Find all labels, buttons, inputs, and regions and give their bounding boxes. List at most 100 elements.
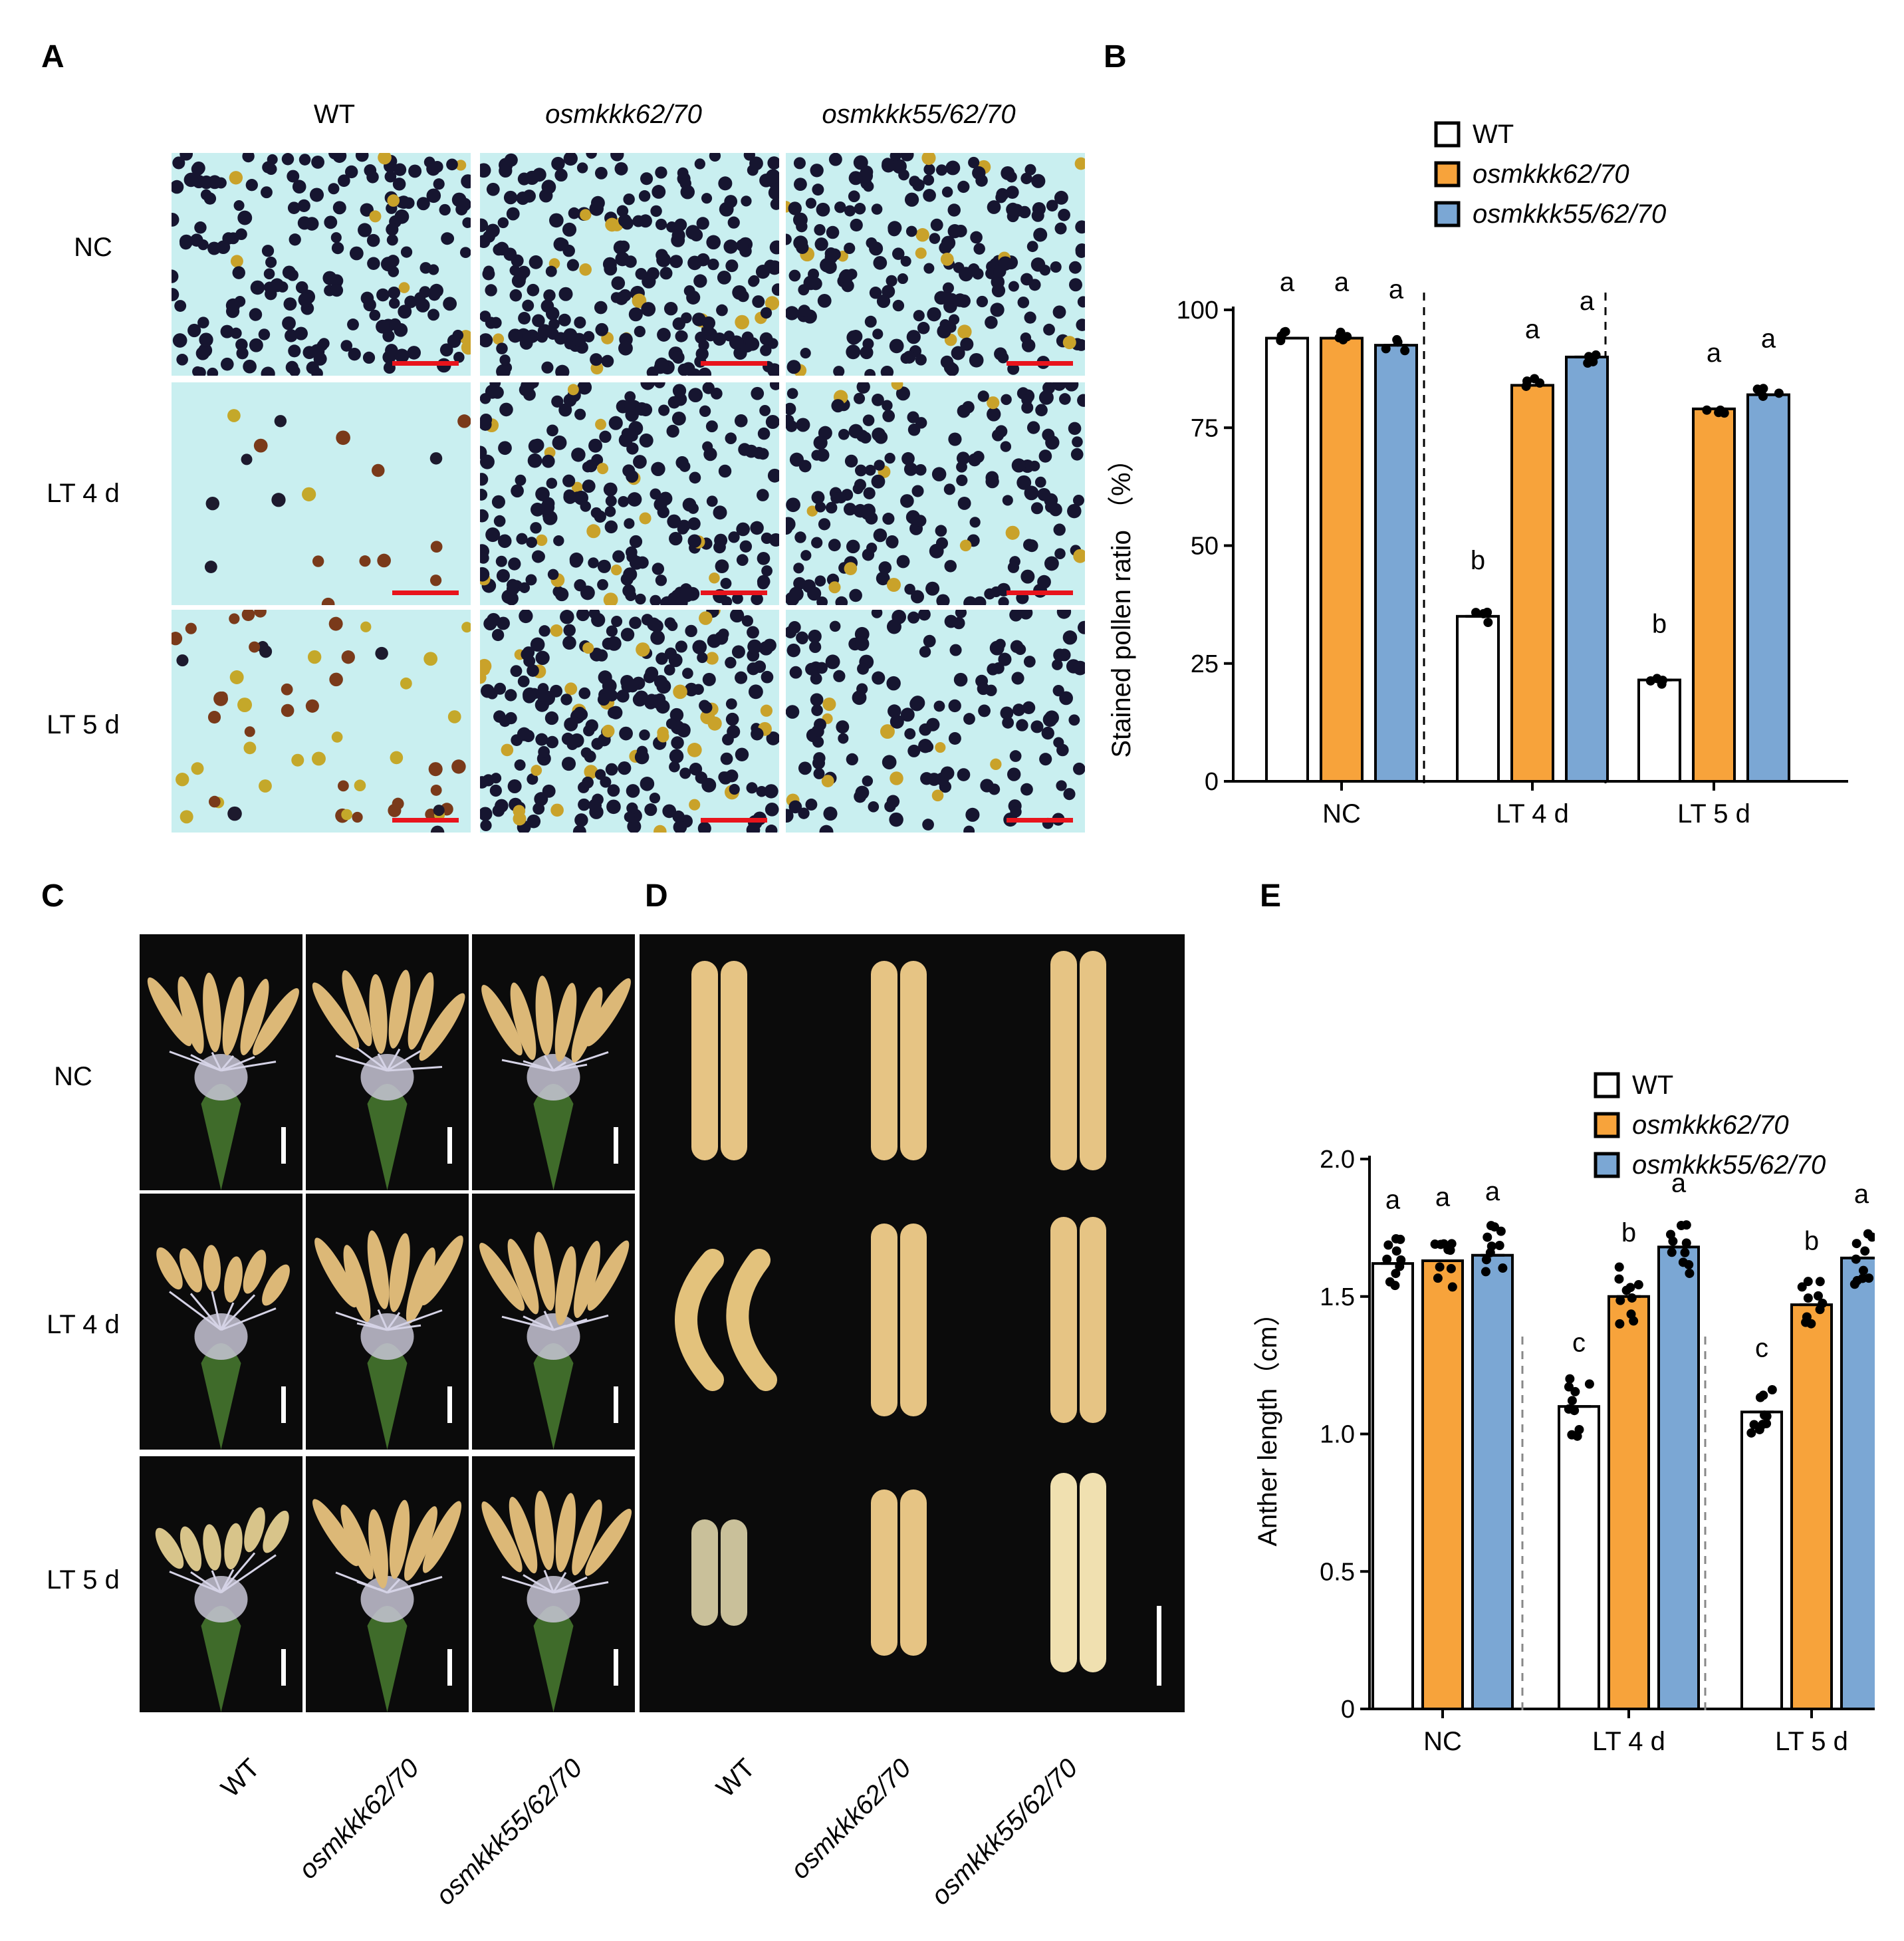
pollen-grain: [814, 501, 826, 513]
pollen-grain: [1010, 640, 1024, 654]
pollen-grain: [1064, 382, 1079, 392]
pollen-grain: [615, 251, 630, 267]
pollen-grain: [382, 330, 395, 342]
pollen-grain: [1020, 332, 1032, 344]
pollen-grain: [398, 282, 410, 293]
pollen-grain: [341, 809, 352, 821]
pollen-grain: [1037, 487, 1051, 501]
pollen-grain: [624, 518, 635, 529]
pollen-grain: [199, 175, 213, 190]
bar: [1374, 344, 1418, 783]
pollen-grain: [305, 699, 319, 713]
pollen-grain: [1068, 261, 1082, 274]
pollen-grain: [602, 257, 617, 271]
significance-letter: a: [1671, 1169, 1687, 1198]
pollen-grain: [844, 562, 858, 575]
pollen-grain: [846, 539, 860, 554]
pollen-grain: [525, 574, 537, 586]
pollen-grain: [816, 596, 828, 605]
pollen-grain: [605, 763, 618, 776]
pollen-grain: [1037, 575, 1051, 589]
pollen-grain: [271, 493, 286, 507]
flower-base: [367, 1084, 408, 1190]
data-point: [1435, 1262, 1445, 1272]
pollen-grain: [602, 637, 614, 650]
pollen-grain: [1059, 691, 1073, 706]
pollen-grain: [629, 616, 642, 629]
pollen-grain: [576, 162, 588, 174]
pollen-grain: [869, 287, 882, 299]
legend-swatch: [1594, 1072, 1620, 1099]
bar: [1320, 336, 1364, 783]
filament: [552, 1571, 567, 1593]
pollen-grain: [546, 424, 558, 437]
anther-lobe: [871, 1489, 897, 1656]
pollen-grain: [713, 505, 727, 520]
pollen-grain: [880, 724, 895, 739]
pollen-grain: [382, 350, 396, 364]
pollen-grain: [672, 317, 685, 330]
pollen-grain: [369, 210, 382, 223]
pollen-grain: [620, 217, 634, 230]
pollen-grain: [560, 610, 574, 624]
pollen-grain: [747, 626, 759, 639]
pollen-grain: [579, 263, 592, 276]
pollen-grain: [521, 648, 533, 661]
pollen-grain: [788, 586, 804, 602]
x-tick-label: LT 4 d: [1592, 1727, 1665, 1756]
pollen-grain: [871, 474, 886, 489]
pollen-grain: [259, 645, 273, 658]
pollen-grain: [864, 464, 876, 476]
pollen-grain: [338, 174, 350, 188]
pollen-grain: [588, 610, 600, 619]
anther: [253, 988, 299, 1056]
pollen-grain: [1007, 362, 1020, 375]
pollen-grain: [297, 199, 310, 212]
significance-letter: a: [1385, 1185, 1401, 1214]
pollen-grain: [752, 295, 765, 309]
pollen-grain: [918, 739, 933, 753]
pollen-grain: [854, 203, 866, 215]
pollen-grain: [694, 158, 705, 170]
pollen-grain: [530, 637, 545, 652]
pollen-grain: [1007, 561, 1020, 573]
pollen-grain: [563, 153, 578, 166]
pollen-grain: [480, 807, 493, 821]
pollen-grain: [822, 697, 836, 712]
pollen-grain: [249, 308, 263, 321]
pollen-grain: [853, 392, 866, 404]
pollen-grain: [580, 209, 592, 221]
filament: [335, 1055, 388, 1072]
pollen-grain: [641, 302, 656, 317]
pollen-grain: [696, 217, 709, 230]
pollen-grain: [229, 171, 243, 185]
pollen-grain: [307, 650, 322, 664]
pollen-grain: [771, 283, 779, 296]
scale-bar: [281, 1127, 286, 1164]
pollen-grain: [749, 156, 763, 171]
pollen-grain: [530, 522, 542, 534]
pollen-grain: [662, 804, 677, 819]
pollen-grain: [763, 638, 776, 652]
anther: [535, 975, 554, 1056]
pollen-grain: [760, 344, 772, 356]
pollen-grain: [287, 170, 300, 183]
anther: [535, 1490, 554, 1571]
pollen-micrograph-lt4-62-70: [480, 382, 779, 605]
pollen-grain: [480, 658, 492, 674]
pollen-grain: [518, 312, 531, 324]
pollen-grain: [416, 197, 430, 211]
pollen-grain: [627, 819, 642, 833]
pollen-grain: [531, 502, 544, 517]
data-point: [1652, 674, 1662, 684]
pollen-grain: [443, 297, 457, 311]
pollen-grain: [992, 429, 1005, 442]
pollen-grain: [948, 699, 961, 713]
data-point: [1863, 1229, 1873, 1239]
flower-photo-lt4-55-62-70: [472, 1194, 635, 1450]
x-tick-label: NC: [1423, 1727, 1462, 1756]
pollen-grain: [904, 583, 915, 595]
pollen-grain: [929, 233, 941, 244]
pollen-grain: [230, 327, 242, 339]
pollen-grain: [490, 317, 502, 329]
